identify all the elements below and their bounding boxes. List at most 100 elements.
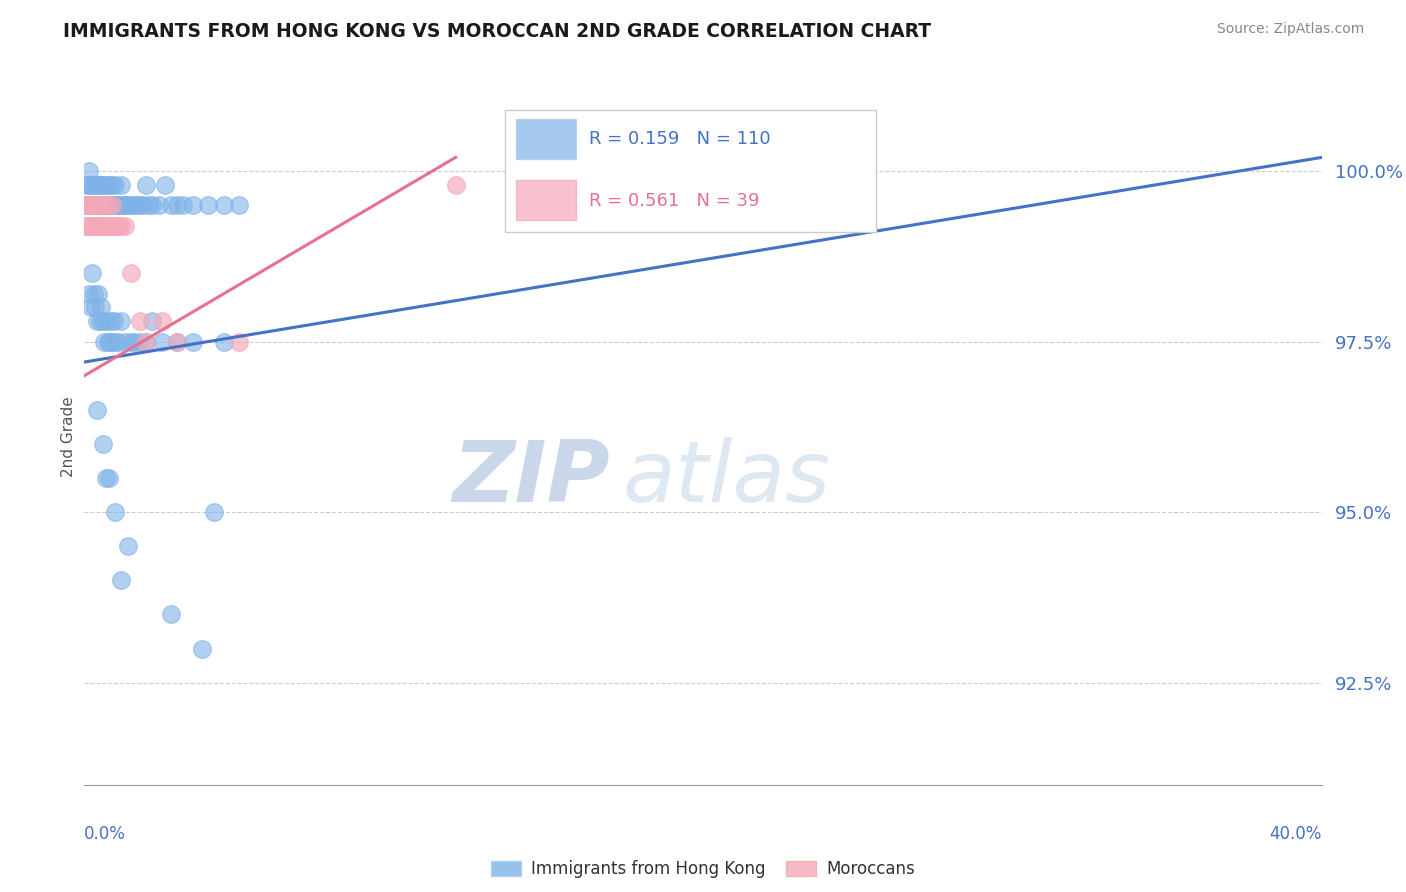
- Text: IMMIGRANTS FROM HONG KONG VS MOROCCAN 2ND GRADE CORRELATION CHART: IMMIGRANTS FROM HONG KONG VS MOROCCAN 2N…: [63, 22, 931, 41]
- Point: [110, 574, 132, 588]
- Point: [141, 198, 163, 212]
- Point: [90, 219, 112, 233]
- Point: [87, 286, 110, 301]
- FancyBboxPatch shape: [505, 110, 876, 232]
- Point: [98, 198, 121, 212]
- Point: [84, 219, 107, 233]
- Point: [83, 286, 105, 301]
- Point: [94, 471, 117, 485]
- Text: R = 0.159   N = 110: R = 0.159 N = 110: [589, 130, 770, 148]
- Point: [82, 219, 104, 233]
- Point: [86, 198, 108, 212]
- Point: [114, 198, 136, 212]
- Point: [98, 471, 121, 485]
- Point: [76, 219, 98, 233]
- Point: [84, 178, 107, 192]
- Point: [93, 198, 115, 212]
- Point: [94, 178, 117, 192]
- Point: [107, 198, 129, 212]
- Point: [83, 178, 105, 192]
- Point: [94, 219, 117, 233]
- Point: [90, 178, 112, 192]
- Point: [166, 198, 188, 212]
- Legend: Immigrants from Hong Kong, Moroccans: Immigrants from Hong Kong, Moroccans: [485, 853, 921, 885]
- Point: [89, 198, 111, 212]
- Point: [135, 178, 157, 192]
- Point: [80, 219, 103, 233]
- Point: [79, 198, 101, 212]
- Point: [120, 198, 142, 212]
- Point: [89, 198, 111, 212]
- Point: [104, 334, 127, 349]
- Point: [197, 198, 219, 212]
- Point: [91, 178, 114, 192]
- Point: [77, 198, 100, 212]
- Point: [104, 198, 127, 212]
- Point: [191, 641, 214, 656]
- Point: [166, 334, 188, 349]
- Point: [100, 198, 122, 212]
- Point: [117, 198, 139, 212]
- Point: [114, 334, 136, 349]
- Point: [89, 314, 111, 328]
- Text: 0.0%: 0.0%: [84, 825, 127, 843]
- Point: [86, 178, 108, 192]
- Point: [160, 607, 183, 622]
- Point: [103, 219, 125, 233]
- Point: [107, 219, 129, 233]
- Point: [91, 198, 114, 212]
- Point: [150, 334, 173, 349]
- Point: [120, 334, 142, 349]
- FancyBboxPatch shape: [516, 120, 575, 160]
- Point: [77, 178, 100, 192]
- Y-axis label: 2nd Grade: 2nd Grade: [60, 397, 76, 477]
- Point: [94, 314, 117, 328]
- Point: [150, 314, 173, 328]
- Point: [100, 219, 122, 233]
- Point: [96, 198, 118, 212]
- Point: [100, 314, 122, 328]
- Point: [83, 198, 105, 212]
- Point: [112, 198, 135, 212]
- Point: [89, 178, 111, 192]
- Point: [94, 198, 117, 212]
- Point: [91, 314, 114, 328]
- Point: [172, 198, 194, 212]
- Point: [76, 178, 98, 192]
- Point: [89, 198, 111, 212]
- Point: [87, 178, 110, 192]
- Point: [75, 198, 97, 212]
- Point: [86, 402, 108, 417]
- Point: [104, 219, 127, 233]
- Point: [103, 314, 125, 328]
- Point: [115, 198, 138, 212]
- Point: [79, 301, 101, 315]
- Point: [93, 219, 115, 233]
- Point: [101, 178, 124, 192]
- Point: [110, 219, 132, 233]
- Point: [120, 266, 142, 280]
- Point: [104, 198, 127, 212]
- Text: atlas: atlas: [623, 437, 831, 520]
- Point: [77, 286, 100, 301]
- Point: [89, 198, 111, 212]
- Point: [93, 198, 115, 212]
- Point: [132, 198, 155, 212]
- Point: [89, 219, 111, 233]
- Point: [84, 198, 107, 212]
- Point: [110, 178, 132, 192]
- Point: [153, 178, 176, 192]
- Point: [141, 314, 163, 328]
- Point: [181, 198, 204, 212]
- Point: [100, 198, 122, 212]
- Point: [90, 301, 112, 315]
- Point: [82, 198, 104, 212]
- Point: [77, 164, 100, 178]
- Point: [82, 198, 104, 212]
- Point: [83, 198, 105, 212]
- Point: [86, 314, 108, 328]
- Point: [79, 219, 101, 233]
- Point: [84, 219, 107, 233]
- Point: [108, 198, 131, 212]
- Point: [86, 198, 108, 212]
